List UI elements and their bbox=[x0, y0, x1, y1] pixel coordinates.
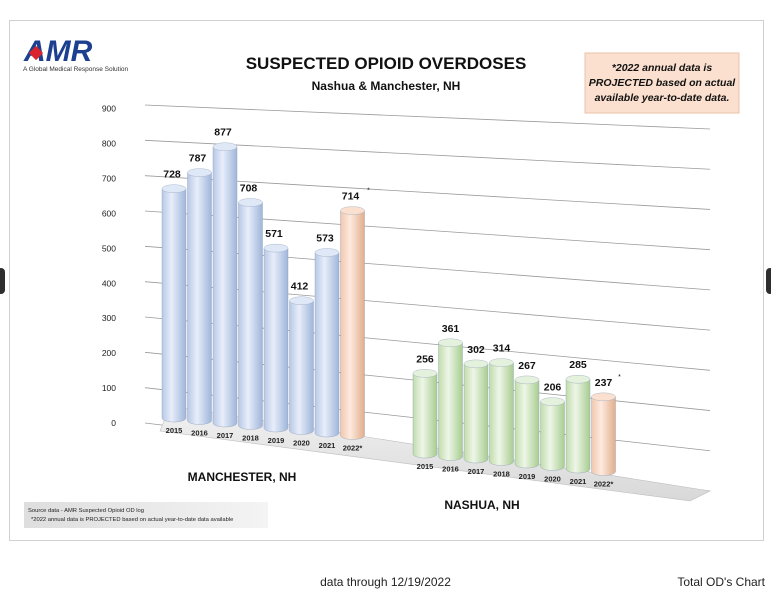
projection-note-line-3: available year-to-date data. bbox=[595, 92, 730, 104]
data-through-note: data through 12/19/2022 bbox=[320, 575, 451, 589]
opioid-overdose-chart: AMR A Global Medical Response Solution S… bbox=[23, 35, 740, 528]
category-label: 2021 bbox=[570, 477, 587, 486]
source-note: Source data - AMR Suspected Opioid OD lo… bbox=[24, 502, 268, 528]
category-label: 2022* bbox=[594, 480, 614, 489]
next-slide-handle[interactable] bbox=[766, 268, 771, 294]
previous-slide-handle[interactable] bbox=[0, 268, 5, 294]
value-label: 206 bbox=[544, 382, 562, 394]
projection-note: *2022 annual data is PROJECTED based on … bbox=[584, 52, 740, 114]
value-label: 573 bbox=[316, 233, 334, 245]
value-label: 285 bbox=[569, 359, 587, 371]
amr-logo-star-icon bbox=[28, 45, 44, 61]
value-label: 877 bbox=[214, 127, 232, 139]
gridline bbox=[144, 175, 711, 210]
projection-note-line-1: *2022 annual data is bbox=[612, 62, 713, 74]
value-label: 267 bbox=[518, 360, 536, 372]
value-label: 728 bbox=[163, 169, 181, 181]
bar-manchester-2016 bbox=[187, 168, 212, 425]
y-tick-label: 300 bbox=[102, 313, 116, 323]
chart-subtitle: Nashua & Manchester, NH bbox=[312, 79, 461, 93]
bar-nashua-2015 bbox=[412, 369, 438, 459]
y-tick-label: 600 bbox=[102, 208, 116, 218]
chart-caption: Total OD's Chart bbox=[677, 575, 765, 589]
bar-nashua-2019 bbox=[514, 375, 540, 469]
y-tick-label: 400 bbox=[102, 278, 116, 288]
value-label: 708 bbox=[240, 182, 258, 194]
value-label: 412 bbox=[291, 281, 309, 293]
bar-manchester-2020 bbox=[289, 296, 314, 435]
chart-slide: AMR A Global Medical Response Solution S… bbox=[9, 20, 764, 541]
value-label: 714 bbox=[342, 191, 360, 203]
category-label: 2016 bbox=[191, 429, 208, 438]
y-tick-label: 100 bbox=[102, 383, 116, 393]
bar-nashua-2020 bbox=[540, 397, 565, 471]
value-label: 302 bbox=[467, 344, 485, 356]
y-tick-label: 0 bbox=[111, 418, 116, 428]
group-label-nashua: NASHUA, NH bbox=[444, 498, 519, 512]
category-label: 2020 bbox=[544, 475, 561, 484]
bar-manchester-2018 bbox=[238, 198, 263, 430]
bar-nashua-2017 bbox=[463, 359, 489, 464]
projected-marker: * bbox=[367, 188, 370, 195]
gridline bbox=[144, 139, 711, 170]
projection-note-line-2: PROJECTED based on actual bbox=[589, 77, 737, 89]
category-label: 2015 bbox=[166, 426, 183, 435]
chart-title: SUSPECTED OPIOID OVERDOSES bbox=[246, 54, 527, 73]
value-label: 361 bbox=[442, 323, 460, 335]
category-label: 2015 bbox=[417, 462, 434, 471]
bar-nashua-2022 bbox=[591, 392, 616, 476]
category-label: 2018 bbox=[242, 434, 259, 443]
value-label: 237 bbox=[595, 377, 613, 389]
category-label: 2019 bbox=[268, 436, 285, 445]
y-tick-label: 900 bbox=[102, 104, 116, 114]
category-label: 2021 bbox=[319, 441, 336, 450]
category-label: 2016 bbox=[442, 465, 459, 474]
source-note-line-1: Source data - AMR Suspected Opioid OD lo… bbox=[28, 508, 144, 514]
category-label: 2019 bbox=[519, 472, 536, 481]
chart-labels: 728 2015 787 2016 877 2017 708 2018 571 2019 412 20… bbox=[163, 127, 621, 489]
gridline bbox=[144, 104, 711, 130]
value-label: 571 bbox=[265, 228, 283, 240]
bar-nashua-2016 bbox=[438, 338, 463, 461]
category-label: 2018 bbox=[493, 470, 510, 479]
projected-marker: * bbox=[618, 374, 621, 381]
chart-bars bbox=[161, 142, 616, 476]
category-label: 2020 bbox=[293, 439, 310, 448]
bar-manchester-2022 bbox=[340, 206, 365, 440]
category-label: 2017 bbox=[468, 467, 485, 476]
category-label: 2017 bbox=[217, 431, 234, 440]
group-label-manchester: MANCHESTER, NH bbox=[188, 470, 297, 484]
amr-tagline: A Global Medical Response Solution bbox=[23, 66, 129, 73]
value-label: 787 bbox=[189, 153, 207, 165]
y-axis-ticks: 0 100 200 300 400 500 600 700 800 900 bbox=[102, 104, 116, 428]
value-label: 256 bbox=[416, 353, 434, 365]
bar-manchester-2015 bbox=[161, 184, 187, 423]
bar-nashua-2021 bbox=[565, 375, 591, 474]
source-note-line-2: *2022 annual data is PROJECTED based on … bbox=[31, 517, 233, 523]
y-tick-label: 800 bbox=[102, 139, 116, 149]
category-label: 2022* bbox=[343, 444, 363, 453]
y-tick-label: 500 bbox=[102, 243, 116, 253]
amr-logo: AMR A Global Medical Response Solution bbox=[23, 35, 129, 73]
y-tick-label: 700 bbox=[102, 173, 116, 183]
bar-manchester-2021 bbox=[314, 248, 340, 438]
y-tick-label: 200 bbox=[102, 348, 116, 358]
bar-manchester-2019 bbox=[263, 243, 289, 433]
bar-manchester-2017 bbox=[212, 142, 238, 428]
bar-nashua-2018 bbox=[489, 358, 514, 466]
value-label: 314 bbox=[493, 343, 511, 355]
